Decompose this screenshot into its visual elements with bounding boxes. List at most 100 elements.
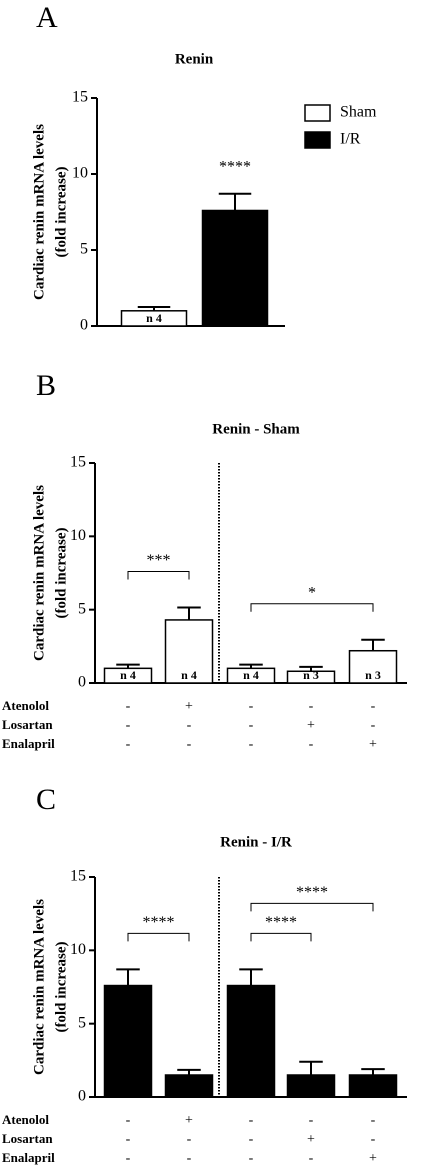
significance-label: *** [147, 552, 171, 569]
significance-bracket [250, 902, 374, 912]
treatment-name: Losartan [2, 1131, 53, 1146]
treatment-mark: - [371, 1113, 376, 1128]
treatment-mark: - [126, 1151, 131, 1166]
treatment-mark: + [307, 718, 315, 733]
significance-label: * [308, 584, 316, 601]
legend-label: Sham [340, 104, 377, 121]
treatment-mark: - [187, 1151, 192, 1166]
y-axis-label: (fold increase) [53, 942, 69, 1033]
treatment-mark: - [126, 699, 131, 714]
y-tick-label: 15 [70, 868, 86, 885]
treatment-mark: - [249, 718, 254, 733]
y-tick-label: 10 [70, 941, 86, 958]
value-label: n 4 [120, 668, 136, 682]
bar [348, 649, 398, 684]
significance-label: **** [296, 884, 328, 901]
treatment-name: Enalapril [2, 1150, 55, 1165]
bar [226, 984, 276, 1098]
treatment-mark: - [249, 1113, 254, 1128]
bar [164, 619, 214, 684]
y-tick-label: 0 [78, 1088, 86, 1105]
error-bar [177, 606, 201, 620]
y-axis-label: (fold increase) [53, 528, 69, 619]
treatment-mark: - [309, 737, 314, 752]
treatment-name: Enalapril [2, 736, 55, 751]
value-label: n 4 [243, 668, 259, 682]
error-bar [239, 968, 263, 986]
treatment-mark: - [187, 1132, 192, 1147]
treatment-mark: - [309, 699, 314, 714]
treatment-mark: - [371, 1132, 376, 1147]
treatment-mark: + [185, 1113, 193, 1128]
error-bar [116, 968, 140, 986]
error-bar [239, 663, 263, 669]
treatment-mark: - [249, 1132, 254, 1147]
treatment-mark: - [126, 718, 131, 733]
error-bar [218, 192, 252, 211]
y-tick-label: 5 [78, 600, 86, 617]
value-label: n 4 [243, 1082, 259, 1096]
value-label: n 3 [303, 1082, 319, 1096]
treatment-name: Atenolol [2, 698, 49, 713]
value-label: n 4 [181, 1082, 197, 1096]
treatment-mark: - [126, 737, 131, 752]
significance-bracket [127, 570, 190, 580]
treatment-mark: + [185, 699, 193, 714]
error-bar [116, 663, 140, 669]
significance-label: **** [265, 914, 297, 931]
y-tick-label: 0 [80, 317, 88, 334]
treatment-mark: - [309, 1113, 314, 1128]
bar [103, 984, 153, 1098]
y-axis-label: Cardiac renin mRNA levels [31, 899, 47, 1075]
error-bar [361, 1068, 385, 1075]
panel-label: C [36, 783, 56, 816]
value-label: n 4 [181, 668, 197, 682]
treatment-mark: - [371, 718, 376, 733]
error-bar [299, 1060, 323, 1075]
y-tick-label: 5 [80, 241, 88, 258]
y-tick-label: 15 [72, 89, 88, 106]
y-axis-label: Cardiac renin mRNA levels [31, 485, 47, 661]
significance-bracket [127, 932, 190, 942]
treatment-name: Atenolol [2, 1112, 49, 1127]
treatment-mark: - [371, 699, 376, 714]
y-axis-label: (fold increase) [53, 167, 69, 258]
legend-swatch [304, 131, 331, 149]
value-label: n 4 [120, 1082, 136, 1096]
y-tick-label: 0 [78, 674, 86, 691]
value-label: n 4 [365, 1082, 381, 1096]
significance-bracket [250, 932, 312, 942]
treatment-mark: - [249, 737, 254, 752]
treatment-mark: - [249, 1151, 254, 1166]
value-label: n 3 [365, 668, 381, 682]
y-tick-label: 15 [70, 454, 86, 471]
y-tick-label: 10 [70, 527, 86, 544]
treatment-mark: + [369, 1151, 377, 1166]
legend-label: I/R [340, 131, 361, 148]
chart-title: Renin - Sham [212, 421, 300, 437]
significance-label: **** [219, 158, 251, 175]
treatment-mark: - [249, 699, 254, 714]
y-axis-label: Cardiac renin mRNA levels [31, 124, 47, 300]
error-bar [137, 306, 171, 311]
value-label: n 4 [227, 311, 243, 325]
legend-swatch [304, 104, 331, 122]
error-bar [177, 1068, 201, 1075]
value-label: n 4 [146, 311, 162, 325]
bar [201, 209, 269, 327]
treatment-mark: - [187, 718, 192, 733]
panel-label: A [36, 1, 58, 34]
significance-label: **** [143, 914, 175, 931]
chart-title: Renin - I/R [220, 834, 292, 850]
value-label: n 3 [303, 668, 319, 682]
error-bar [361, 638, 385, 651]
y-tick-label: 5 [78, 1014, 86, 1031]
error-bar [299, 665, 323, 672]
chart-title: Renin [175, 51, 214, 67]
y-tick-label: 10 [72, 165, 88, 182]
treatment-mark: - [309, 1151, 314, 1166]
treatment-mark: - [126, 1113, 131, 1128]
treatment-mark: + [307, 1132, 315, 1147]
significance-bracket [250, 603, 374, 612]
